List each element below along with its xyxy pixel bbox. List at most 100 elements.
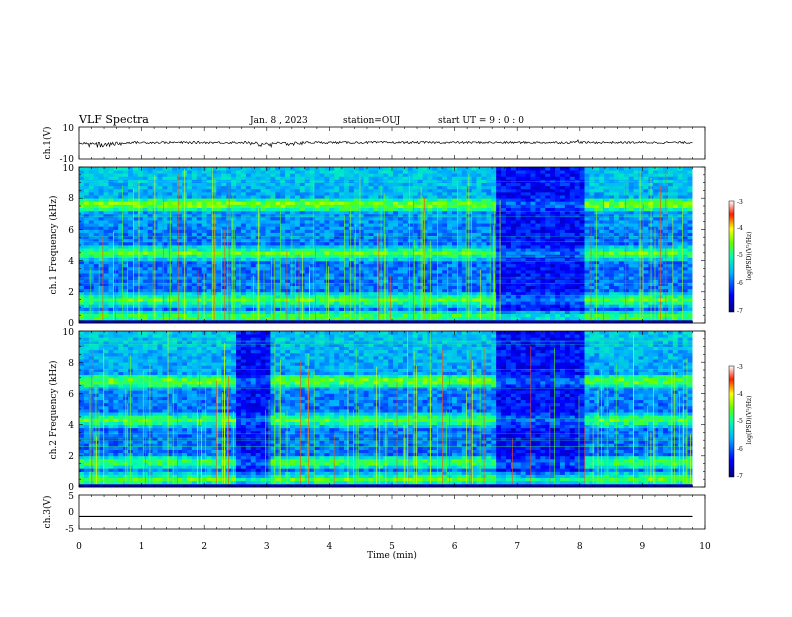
- heatmap-cell: [280, 313, 286, 318]
- heatmap-cell: [564, 260, 571, 265]
- heatmap-cell: [501, 235, 507, 240]
- heatmap-cell: [221, 313, 227, 318]
- heatmap-cell: [118, 304, 124, 308]
- heatmap-cell: [334, 273, 340, 277]
- heatmap-cell: [113, 191, 119, 196]
- heatmap-cell: [201, 213, 208, 218]
- heatmap-cell: [108, 226, 114, 230]
- heatmap-cell: [236, 170, 242, 174]
- heatmap-cell: [186, 241, 193, 246]
- heatmap-cell: [535, 226, 541, 230]
- heatmap-cell: [363, 257, 369, 261]
- heatmap-cell: [304, 213, 311, 218]
- heatmap-cell: [216, 216, 222, 221]
- heatmap-cell: [422, 170, 428, 174]
- heatmap-cell: [201, 257, 208, 261]
- heatmap-cell: [152, 216, 158, 221]
- heatmap-cell: [314, 229, 320, 233]
- heatmap-cell: [407, 294, 414, 299]
- heatmap-cell: [520, 201, 527, 205]
- heatmap-cell: [348, 204, 355, 208]
- heatmap-cell: [132, 301, 139, 305]
- heatmap-cell: [417, 248, 423, 252]
- heatmap-cell: [461, 170, 468, 174]
- heatmap-cell: [299, 235, 306, 240]
- heatmap-cell: [118, 282, 124, 286]
- heatmap-cell: [393, 316, 399, 321]
- heatmap-cell: [162, 245, 168, 249]
- heatmap-cell: [142, 220, 149, 224]
- heatmap-cell: [137, 176, 144, 180]
- heatmap-cell: [486, 223, 492, 227]
- heatmap-cell: [486, 316, 492, 321]
- heatmap-cell: [520, 210, 527, 215]
- heatmap-cell: [510, 273, 517, 277]
- heatmap-cell: [437, 220, 443, 224]
- heatmap-cell: [422, 232, 428, 237]
- heatmap-cell: [93, 251, 100, 255]
- heatmap-cell: [206, 248, 212, 252]
- heatmap-cell: [152, 241, 158, 246]
- heatmap-cell: [398, 294, 404, 299]
- heatmap-cell: [412, 266, 419, 271]
- heatmap-cell: [530, 191, 536, 196]
- heatmap-cell: [471, 241, 477, 246]
- heatmap-cell: [407, 216, 414, 221]
- heatmap-cell: [442, 170, 448, 174]
- heatmap-cell: [186, 285, 193, 290]
- heatmap-cell: [137, 294, 144, 299]
- heatmap-cell: [221, 232, 227, 237]
- heatmap-cell: [93, 229, 100, 233]
- heatmap-cell: [172, 316, 178, 321]
- heatmap-cell: [496, 238, 502, 243]
- heatmap-cell: [520, 310, 527, 315]
- heatmap-cell: [432, 304, 438, 308]
- heatmap-cell: [79, 188, 85, 193]
- heatmap-cell: [250, 176, 257, 180]
- heatmap-cell: [186, 257, 193, 261]
- heatmap-cell: [491, 210, 497, 215]
- heatmap-cell: [501, 223, 507, 227]
- heatmap-cell: [231, 301, 237, 305]
- heatmap-cell: [280, 238, 286, 243]
- heatmap-cell: [319, 238, 325, 243]
- heatmap-cell: [157, 167, 163, 171]
- heatmap-cell: [319, 235, 325, 240]
- heatmap-cell: [417, 179, 423, 183]
- heatmap-cell: [407, 304, 414, 308]
- heatmap-cell: [540, 229, 546, 233]
- heatmap-cell: [344, 285, 350, 290]
- heatmap-cell: [412, 304, 419, 308]
- heatmap-cell: [319, 195, 325, 199]
- heatmap-cell: [240, 207, 247, 212]
- heatmap-cell: [88, 198, 95, 202]
- heatmap-cell: [407, 232, 414, 237]
- heatmap-cell: [270, 263, 276, 268]
- heatmap-cell: [324, 176, 330, 180]
- heatmap-cell: [304, 245, 311, 249]
- heatmap-cell: [172, 273, 178, 277]
- heatmap-cell: [275, 251, 281, 255]
- heatmap-cell: [221, 307, 227, 311]
- heatmap-cell: [123, 198, 129, 202]
- heatmap-cell: [172, 185, 178, 190]
- heatmap-cell: [231, 269, 237, 274]
- heatmap-cell: [290, 273, 296, 277]
- heatmap-cell: [113, 182, 119, 187]
- heatmap-cell: [525, 241, 531, 246]
- heatmap-cell: [142, 245, 149, 249]
- heatmap-cell: [221, 195, 227, 199]
- heatmap-cell: [191, 238, 198, 243]
- heatmap-cell: [290, 260, 296, 265]
- heatmap-cell: [545, 182, 551, 187]
- heatmap-cell: [290, 307, 296, 311]
- heatmap-cell: [103, 298, 109, 302]
- heatmap-cell: [393, 269, 399, 274]
- heatmap-cell: [540, 220, 546, 224]
- heatmap-cell: [368, 307, 374, 311]
- heatmap-cell: [191, 220, 198, 224]
- heatmap-cell: [412, 313, 419, 318]
- heatmap-cell: [128, 285, 134, 290]
- heatmap-cell: [137, 266, 144, 271]
- heatmap-cell: [437, 310, 443, 315]
